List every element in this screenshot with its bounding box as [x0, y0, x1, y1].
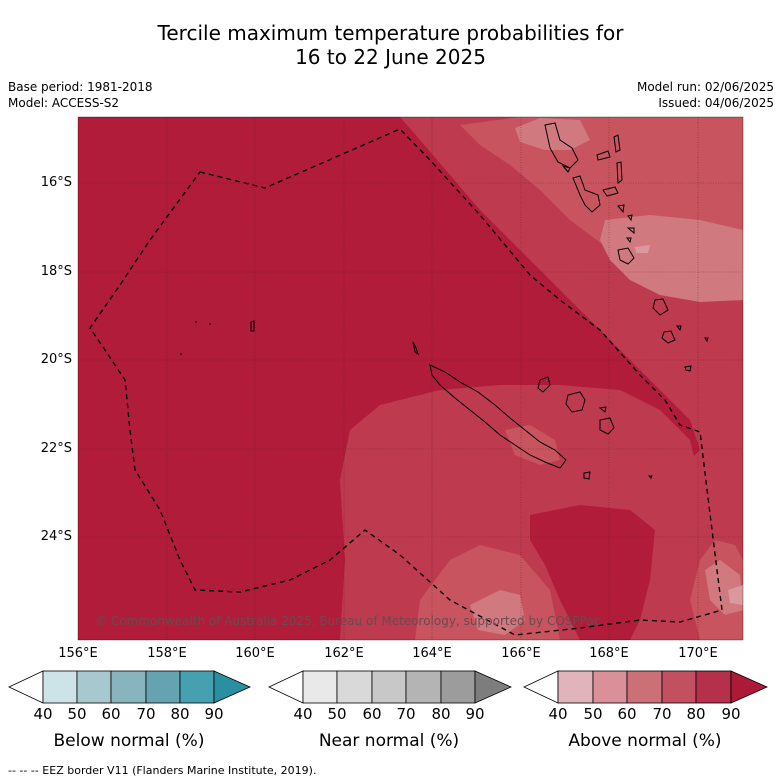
- lifou-island: [565, 391, 586, 413]
- lat-label-16s: 16°S: [40, 175, 72, 190]
- shepherd-islands: [627, 214, 633, 222]
- matthew-island: [684, 365, 692, 372]
- lon-label-166e: 166°E: [501, 646, 541, 661]
- below-normal-title: Below normal (%): [53, 731, 205, 751]
- above-tick-50: 50: [583, 705, 603, 723]
- zone-60-east: [600, 215, 743, 302]
- zone-50-patch-east: [635, 245, 650, 253]
- lon-label-168e: 168°E: [589, 646, 629, 661]
- lat-label-22s: 22°S: [40, 441, 72, 456]
- lon-label-170e: 170°E: [678, 646, 718, 661]
- lon-label-162e: 162°E: [324, 646, 364, 661]
- below-tick-70: 70: [136, 705, 156, 723]
- below-tick-80: 80: [170, 705, 190, 723]
- zone-70-coast: [505, 425, 560, 465]
- lon-label-156e: 156°E: [58, 646, 98, 661]
- erromango-island: [617, 247, 635, 265]
- above-tick-90: 90: [721, 705, 741, 723]
- tiga-island: [598, 406, 607, 413]
- zone-60-north: [515, 118, 590, 150]
- pentecost-island: [616, 161, 623, 184]
- eez-footnote: -- -- -- EEZ border V11 (Flanders Marine…: [8, 764, 317, 777]
- lat-label-20s: 20°S: [40, 352, 72, 367]
- near-tick-40: 40: [293, 705, 313, 723]
- zone-50-patch: [728, 585, 743, 605]
- near-tick-60: 60: [362, 705, 382, 723]
- below-tick-60: 60: [101, 705, 121, 723]
- lat-label-18s: 18°S: [40, 264, 72, 279]
- malekula-island: [572, 175, 601, 213]
- model-label: Model: ACCESS-S2: [8, 96, 120, 110]
- maewo-island: [613, 134, 621, 153]
- chesterfield-islet-1: [195, 321, 197, 323]
- above-tick-60: 60: [617, 705, 637, 723]
- near-tick-90: 90: [465, 705, 485, 723]
- ambrym-island: [602, 186, 619, 197]
- gridlines: [78, 117, 743, 640]
- efate-island: [626, 227, 635, 235]
- issued-label: Issued: 04/06/2025: [658, 96, 774, 110]
- malo-island: [561, 165, 571, 173]
- espiritu-santo-island: [544, 122, 579, 169]
- near-tick-70: 70: [396, 705, 416, 723]
- chart-title-line1: Tercile maximum temperature probabilitie…: [157, 21, 624, 45]
- above-tick-80: 80: [686, 705, 706, 723]
- chart-title-line2: 16 to 22 June 2025: [295, 45, 486, 69]
- map-copyright: © Commonwealth of Australia 2025, Bureau…: [95, 614, 601, 628]
- above-normal-title: Above normal (%): [568, 731, 722, 751]
- erromango-north: [626, 237, 632, 244]
- above-tick-40: 40: [548, 705, 568, 723]
- aneityum-island: [661, 330, 676, 344]
- lon-label-164e: 164°E: [412, 646, 452, 661]
- walpole-island: [647, 475, 653, 479]
- zone-90-south-pocket: [530, 505, 655, 640]
- belep-island: [412, 341, 419, 356]
- lon-label-160e: 160°E: [235, 646, 275, 661]
- above-tick-70: 70: [652, 705, 672, 723]
- tanna-island: [652, 298, 669, 316]
- aniwa-island: [676, 325, 682, 332]
- below-tick-40: 40: [33, 705, 53, 723]
- futuna-island: [704, 337, 709, 343]
- new-caledonia-island: [429, 364, 567, 469]
- chesterfield-islet-2: [209, 323, 211, 325]
- near-normal-title: Near normal (%): [318, 731, 460, 751]
- isle-of-pines: [583, 471, 591, 480]
- mare-island: [599, 417, 615, 435]
- ouvea-island: [537, 376, 551, 393]
- model-run-label: Model run: 02/06/2025: [636, 80, 774, 94]
- ambae-island: [596, 150, 611, 161]
- near-tick-50: 50: [327, 705, 347, 723]
- epi-island: [617, 204, 625, 214]
- below-tick-90: 90: [204, 705, 224, 723]
- eez-border: [89, 128, 723, 636]
- zone-60-south: [470, 590, 525, 635]
- map-frame: [77, 116, 744, 641]
- lon-label-158e: 158°E: [147, 646, 187, 661]
- chesterfield-islands: [250, 320, 255, 332]
- bellona-reef: [180, 353, 182, 355]
- base-period-label: Base period: 1981-2018: [8, 80, 153, 94]
- lat-label-24s: 24°S: [40, 529, 72, 544]
- near-tick-80: 80: [431, 705, 451, 723]
- below-tick-50: 50: [67, 705, 87, 723]
